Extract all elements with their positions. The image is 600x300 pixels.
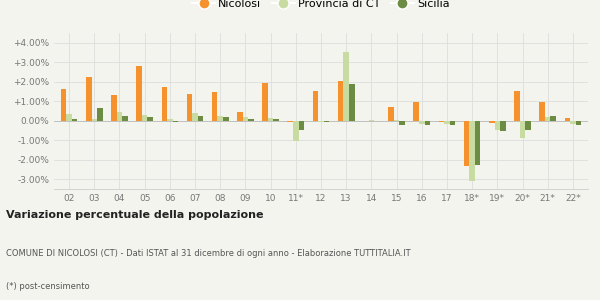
Bar <box>167 119 173 121</box>
Bar <box>248 119 254 121</box>
Bar <box>469 121 475 181</box>
Bar <box>293 121 299 141</box>
Bar <box>520 121 525 138</box>
Bar <box>525 121 531 130</box>
Bar <box>72 119 77 121</box>
Bar <box>514 91 520 121</box>
Bar <box>388 107 394 121</box>
Bar <box>61 88 67 121</box>
Bar <box>92 119 97 121</box>
Bar <box>262 83 268 121</box>
Bar <box>539 102 545 121</box>
Bar <box>338 81 343 121</box>
Bar <box>217 116 223 121</box>
Bar <box>324 121 329 122</box>
Bar <box>570 121 575 124</box>
Bar <box>86 77 92 121</box>
Bar <box>237 112 242 121</box>
Bar <box>343 52 349 121</box>
Bar <box>173 121 178 122</box>
Bar <box>413 102 419 121</box>
Bar <box>419 121 425 124</box>
Bar <box>242 117 248 121</box>
Bar <box>313 91 318 121</box>
Bar <box>444 121 450 124</box>
Bar <box>274 119 279 121</box>
Text: (*) post-censimento: (*) post-censimento <box>6 282 89 291</box>
Bar <box>494 121 500 130</box>
Text: COMUNE DI NICOLOSI (CT) - Dati ISTAT al 31 dicembre di ogni anno - Elaborazione : COMUNE DI NICOLOSI (CT) - Dati ISTAT al … <box>6 249 410 258</box>
Bar <box>287 121 293 122</box>
Bar <box>475 121 481 165</box>
Bar <box>550 116 556 121</box>
Bar <box>117 112 122 121</box>
Bar <box>148 117 153 121</box>
Legend: Nicolosi, Provincia di CT, Sicilia: Nicolosi, Provincia di CT, Sicilia <box>188 0 454 14</box>
Text: Variazione percentuale della popolazione: Variazione percentuale della popolazione <box>6 210 263 220</box>
Bar <box>122 116 128 121</box>
Bar <box>545 117 550 121</box>
Bar <box>187 94 192 121</box>
Bar <box>161 87 167 121</box>
Bar <box>489 121 494 123</box>
Bar <box>575 121 581 125</box>
Bar <box>192 112 198 121</box>
Bar <box>394 120 400 121</box>
Bar <box>198 116 203 121</box>
Bar <box>268 118 274 121</box>
Bar <box>565 118 570 121</box>
Bar <box>67 114 72 121</box>
Bar <box>500 121 506 130</box>
Bar <box>349 84 355 121</box>
Bar <box>425 121 430 125</box>
Bar <box>223 117 229 121</box>
Bar <box>142 115 148 121</box>
Bar <box>212 92 217 121</box>
Bar <box>136 66 142 121</box>
Bar <box>439 121 444 122</box>
Bar <box>318 121 324 122</box>
Bar <box>368 120 374 121</box>
Bar <box>111 95 117 121</box>
Bar <box>97 108 103 121</box>
Bar <box>464 121 469 166</box>
Bar <box>299 121 304 130</box>
Bar <box>400 121 405 125</box>
Bar <box>450 121 455 125</box>
